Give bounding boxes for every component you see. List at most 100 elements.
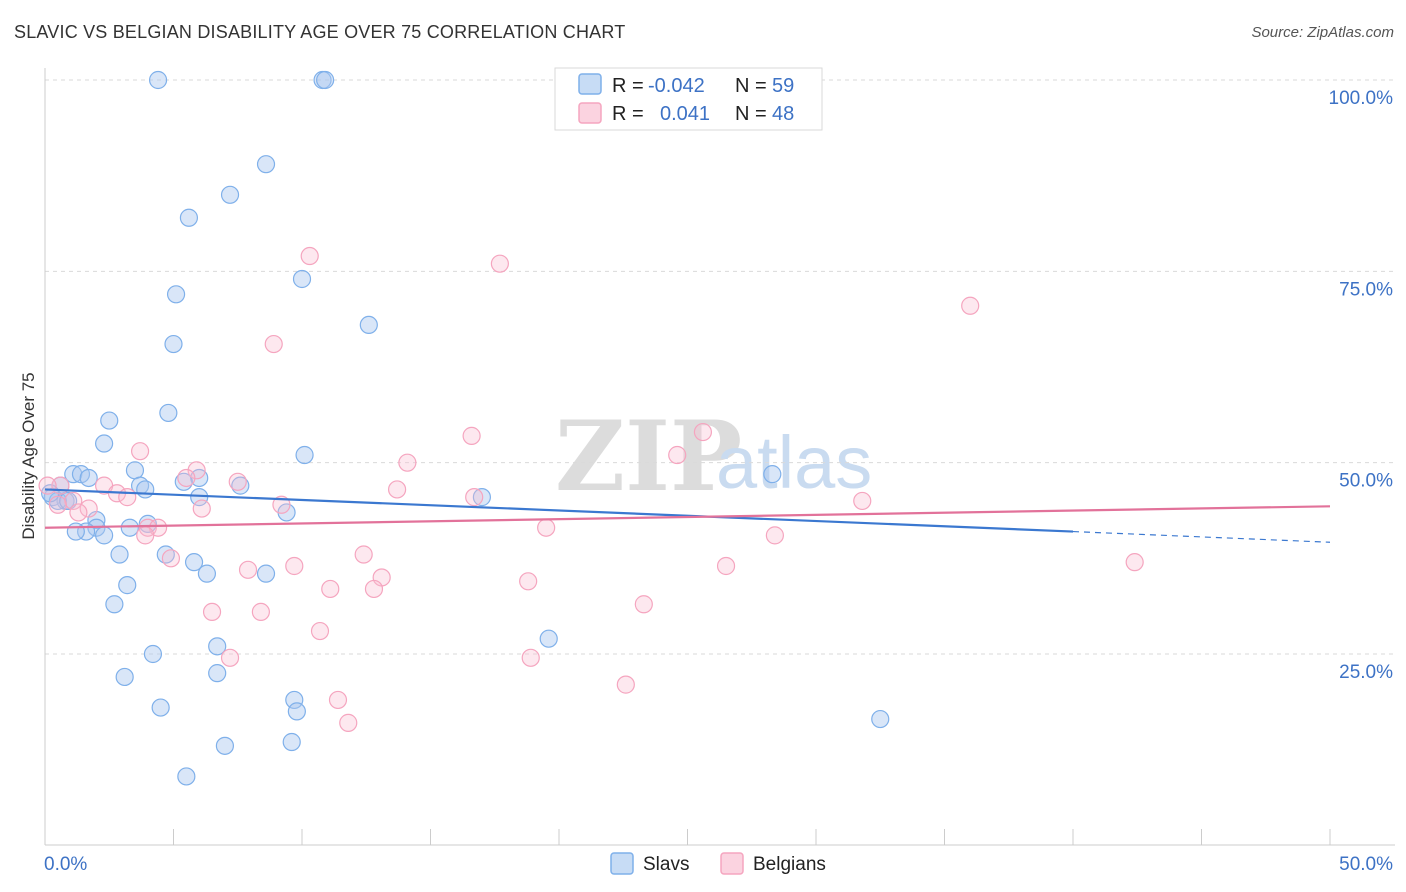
slavs-point (166, 285, 186, 304)
belgians-point (465, 488, 484, 507)
stats-legend: R = -0.042 N = 59 R = 0.041 N = 48 (554, 67, 823, 131)
y-axis-label: Disability Age Over 75 (19, 372, 38, 539)
belgians-point (961, 296, 980, 315)
slavs-point (282, 732, 301, 752)
belgians-point (48, 495, 67, 514)
belgians-point (328, 690, 348, 710)
belgians-point (765, 526, 784, 545)
belgians-point (716, 556, 736, 576)
belgians-point (321, 579, 340, 599)
legend-n-value-belgians: 48 (772, 103, 794, 125)
belgians-point (537, 518, 556, 537)
belgians-point (668, 445, 687, 465)
slavs-trend-line (44, 488, 1074, 533)
bottom-legend-label-slavs: Slavs (643, 854, 689, 875)
slavs-point (256, 564, 276, 583)
slavs-point (256, 155, 276, 174)
bottom-legend-swatch-slavs (610, 852, 634, 875)
belgians-point (220, 648, 240, 667)
slavs-point (79, 468, 98, 488)
belgians-point (228, 472, 247, 491)
slavs-point (177, 767, 196, 786)
belgians-point (300, 246, 319, 266)
slavs-point (118, 576, 137, 595)
belgians-point (1125, 553, 1144, 572)
belgians-point (634, 595, 653, 614)
slavs-point (292, 269, 312, 289)
belgians-point (187, 461, 206, 480)
slavs-point (197, 564, 217, 583)
slavs-point (64, 465, 83, 484)
slavs-point (359, 315, 378, 335)
belgians-point (521, 648, 540, 667)
source-label: Source: ZipAtlas.com (1251, 24, 1394, 41)
belgians-point (251, 602, 270, 622)
slavs-point (148, 70, 168, 90)
belgians-point (364, 579, 384, 599)
slavs-point (110, 545, 129, 564)
slavs-point (208, 664, 227, 683)
slavs-point (95, 434, 114, 453)
trend-lines (44, 488, 1331, 543)
slavs-point (184, 553, 204, 572)
belgians-trend-line (44, 505, 1331, 529)
legend-n-label-slavs: N = (735, 75, 767, 97)
slavs-point (120, 518, 139, 537)
legend-swatch-belgians (578, 102, 602, 124)
legend-r-value-slavs: -0.042 (648, 75, 705, 97)
belgians-point (136, 526, 155, 545)
legend-r-label-slavs: R = (612, 75, 644, 97)
legend-n-label-belgians: N = (735, 103, 767, 125)
legend-r-label-belgians: R = (612, 103, 644, 125)
x-tick-label: 50.0% (1339, 854, 1393, 875)
slavs-point (136, 480, 155, 499)
slavs-point (287, 702, 306, 721)
slavs-point (151, 698, 170, 717)
belgians-point (285, 556, 304, 576)
slavs-point (48, 491, 67, 511)
watermark-zip: ZIP (555, 400, 742, 513)
belgians-point (264, 334, 283, 354)
belgians-point (192, 499, 211, 518)
belgians-point (64, 491, 83, 511)
belgians-point (853, 491, 872, 511)
slavs-point (115, 667, 134, 687)
slavs-trend-extension (1072, 530, 1331, 543)
legend-r-value-belgians: 0.041 (660, 103, 710, 125)
slavs-point (66, 522, 85, 541)
belgians-point (398, 453, 417, 472)
slavs-point (208, 637, 227, 656)
belgians-point (79, 499, 98, 518)
series-legend: Slavs Belgians (610, 852, 826, 875)
slavs-point (95, 526, 114, 545)
belgians-point (202, 602, 222, 622)
belgians-point (616, 675, 635, 694)
watermark: ZIP atlas (555, 400, 872, 513)
belgians-point (161, 549, 181, 568)
belgians-point (177, 468, 196, 488)
slavs-point (316, 70, 335, 90)
belgians-point (387, 480, 407, 499)
bottom-legend-swatch-belgians (720, 852, 744, 875)
legend-n-value-slavs: 59 (772, 75, 794, 97)
legend-swatch-slavs (578, 73, 602, 95)
belgians-point (118, 488, 137, 507)
y-tick-label: 75.0% (1339, 279, 1393, 300)
slavs-point (100, 411, 119, 430)
y-tick-label: 25.0% (1339, 662, 1393, 683)
y-tick-labels: 25.0% 50.0% 75.0% 100.0% (1329, 88, 1394, 683)
slavs-point (159, 403, 178, 423)
slavs-point (59, 491, 78, 511)
y-tick-label: 50.0% (1339, 471, 1393, 492)
belgians-point (238, 560, 258, 579)
slavs-point (220, 185, 240, 204)
belgians-point (310, 621, 330, 641)
slavs-point (285, 690, 304, 710)
belgians-point (693, 422, 713, 442)
belgians-point (519, 572, 538, 591)
belgians-point (69, 503, 88, 522)
y-tick-label: 100.0% (1329, 88, 1394, 109)
belgians-point (354, 545, 373, 564)
belgians-point (38, 476, 57, 495)
